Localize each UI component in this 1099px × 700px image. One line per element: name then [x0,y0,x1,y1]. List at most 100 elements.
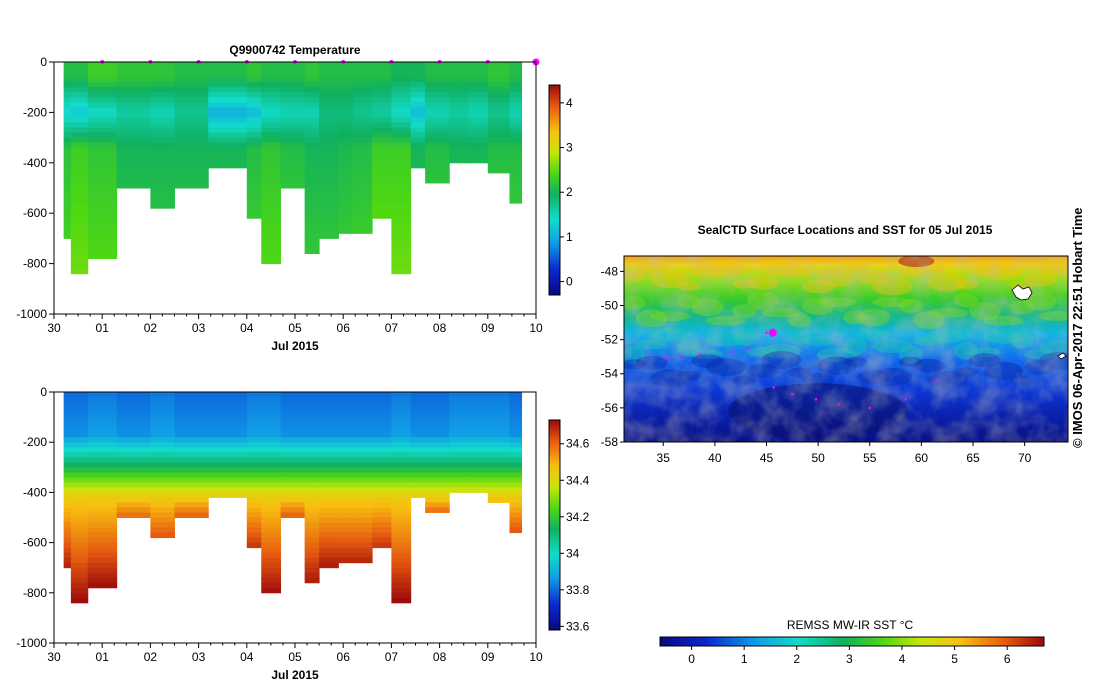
salinity-cell [70,492,89,498]
temperature-cell [174,62,209,68]
salinity-cell [63,447,72,453]
salinity-cell [487,452,510,458]
temperature-cell [280,87,306,93]
salinity-cell [468,392,489,398]
temperature-cell [391,238,412,244]
temperature-cell [391,223,412,229]
salinity-cell [304,502,320,508]
salinity-cell [174,432,209,438]
temperature-cell [246,72,262,78]
temperature-cell [410,112,426,118]
temperature-cell [246,82,262,88]
temperature-cell [280,67,306,73]
salinity-cell [246,502,262,508]
temperature-cell [391,92,412,98]
temperature-cell [509,193,523,199]
temperature-cell [391,248,412,255]
temperature-cell [87,102,118,108]
sst-colorbar [659,636,1045,647]
temperature-cell [449,142,470,149]
temperature-cell [338,228,354,234]
temperature-cell [338,132,354,139]
salinity-cell [304,402,320,408]
temperature-cell [509,188,523,194]
temperature-cell [319,152,339,159]
temperature-cell [304,198,320,204]
salinity-cell [63,397,72,403]
salinity-cell [87,442,118,448]
salinity-cell [246,417,262,423]
temperature-cell [338,218,354,224]
temperature-cell [87,127,118,134]
salinity-cell [391,492,412,498]
salinity-cell [246,422,262,428]
temperature-cell [87,238,118,244]
salinity-cell [63,552,72,559]
temperature-cell [352,62,373,68]
temperature-cell [487,137,510,144]
temperature-cell [150,198,175,204]
salinity-cell [509,422,523,428]
temperature-cell [246,102,262,108]
salinity-cell [246,532,262,539]
salinity-cell [150,492,175,498]
salinity-cell [70,527,89,534]
salinity-cell [63,437,72,443]
temperature-cell [304,127,320,134]
temperature-cell [174,167,209,174]
temperature-cell [261,228,282,234]
temperature-cell [352,152,373,159]
temperature-cell [116,162,151,169]
salinity-cell [150,417,175,423]
salinity-cell [261,467,282,473]
temperature-cell [150,167,175,174]
temperature-cell [352,137,373,144]
x-tick-label: 45 [760,451,774,465]
temperature-cell [304,218,320,224]
salinity-cell [70,587,89,594]
salinity-cell [338,537,354,544]
colorbar-tick-label: 2 [793,652,800,666]
temperature-cell [468,127,489,134]
temperature-cell [87,193,118,199]
temperature-cell [509,177,523,184]
temperature-cell [304,167,320,174]
salinity-cell [174,437,209,443]
track-point [666,357,669,360]
salinity-cell [280,417,306,423]
y-tick-label: -800 [23,586,47,600]
temperature-cell [70,268,89,275]
y-tick-label: 0 [40,385,47,399]
temperature-cell [208,162,248,169]
temperature-cell [410,72,426,78]
salinity-cell [280,432,306,438]
track-point [680,355,684,358]
salinity-cell [63,557,72,564]
temperature-cell [509,182,523,189]
y-tick-label: -54 [601,367,619,381]
salinity-cell [261,582,282,589]
salinity-cell [338,477,354,483]
temperature-cell [174,87,209,93]
temperature-cell [391,112,412,118]
salinity-cell [391,507,412,513]
temperature-cell [63,213,72,219]
temperature-cell [449,67,470,73]
temperature-cell [246,193,262,199]
y-tick-label: -50 [601,298,619,312]
temperature-cell [304,82,320,88]
temperature-cell [246,132,262,139]
salinity-cell [304,557,320,564]
salinity-cell [338,532,354,539]
temperature-cell [425,107,450,113]
salinity-cell [150,527,175,534]
salinity-cell [261,477,282,483]
temperature-cell [116,167,151,174]
temperature-cell [174,107,209,113]
temperature-cell [391,243,412,249]
temperature-cell [87,107,118,113]
salinity-cell [174,392,209,398]
temperature-cell [391,172,412,179]
temperature-cell [63,208,72,214]
credit-text: © IMOS 06-Apr-2017 22:51 Hobart Time [1070,207,1085,448]
